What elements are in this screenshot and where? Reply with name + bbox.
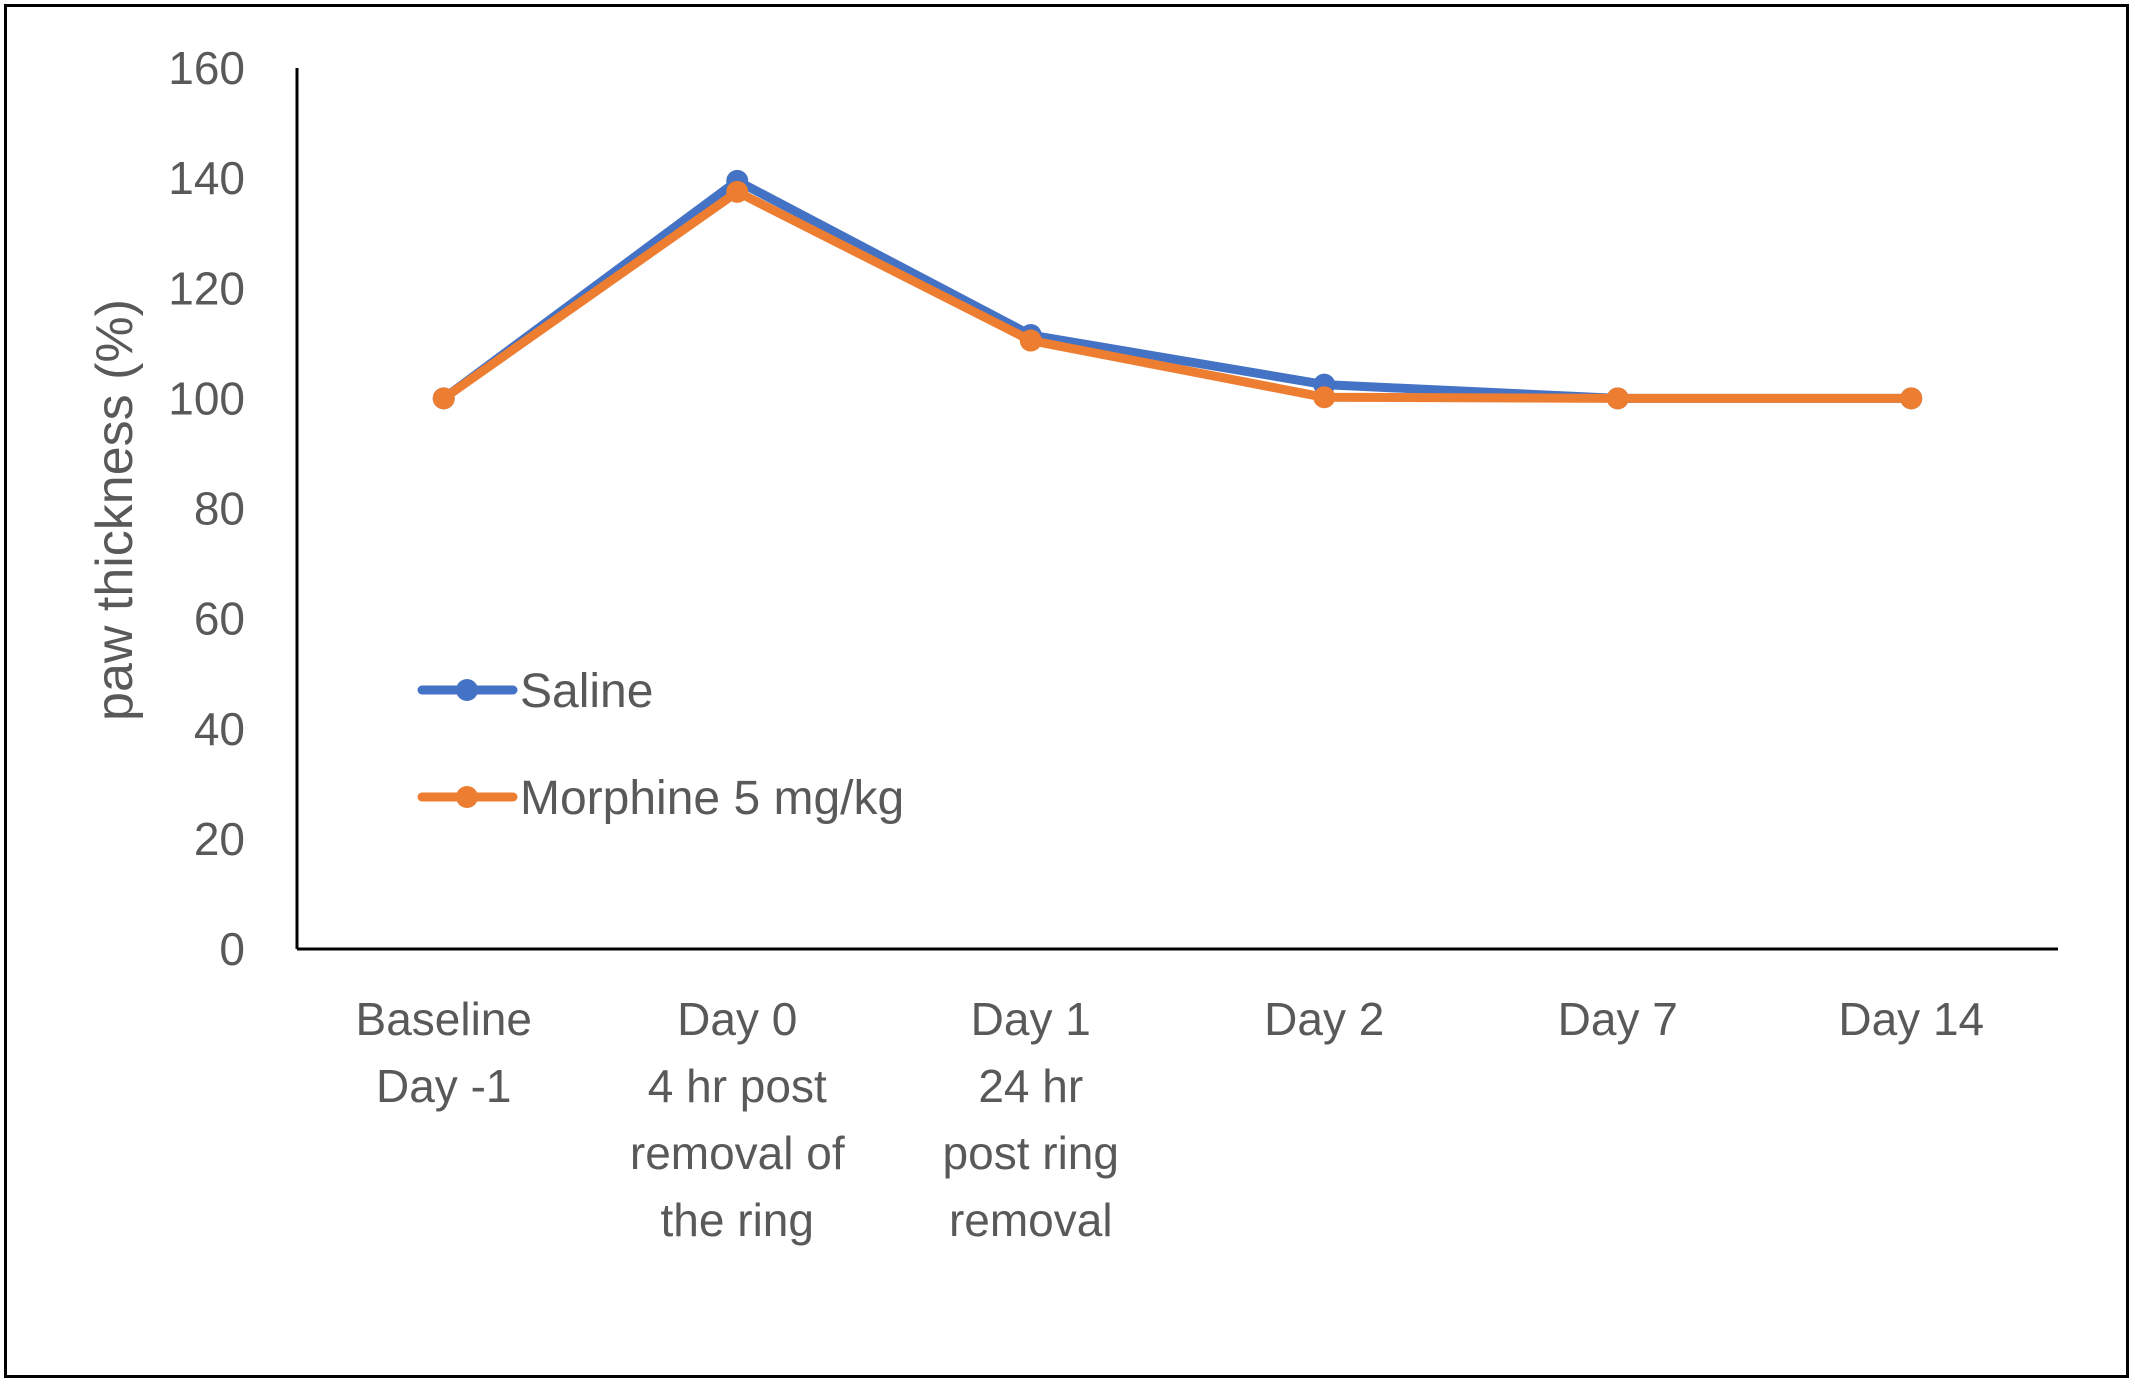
x-tick-label-line: Day 7	[1558, 993, 1678, 1045]
legend-item: Morphine 5 mg/kg	[417, 772, 904, 825]
x-tick-label: Day 2	[1264, 993, 1384, 1045]
x-tick-label-line: Day 1	[971, 993, 1091, 1045]
x-tick-label-line: Day -1	[376, 1060, 511, 1112]
series-layer	[432, 169, 1923, 410]
data-point	[1606, 387, 1629, 410]
x-tick-label-line: removal of	[630, 1127, 845, 1179]
x-tick-label-line: 24 hr	[978, 1060, 1083, 1112]
x-tick-label-line: Day 14	[1838, 993, 1984, 1045]
legend-label: Morphine 5 mg/kg	[520, 772, 904, 825]
x-axis: Baseline Day -1 Day 0 4 hr post removal of th…	[297, 947, 2058, 1246]
y-axis-title: paw thickness (%)	[86, 299, 144, 721]
data-point	[726, 180, 749, 203]
data-point	[1900, 387, 1923, 410]
x-tick-label-line: Baseline	[356, 993, 532, 1045]
x-tick-label-line: removal	[949, 1194, 1113, 1246]
y-axis: 0 20 40 60 80 100 120 140 160	[168, 42, 299, 975]
legend-swatch-marker	[456, 786, 478, 808]
data-point	[1019, 329, 1042, 352]
x-tick-label-line: 4 hr post	[648, 1060, 827, 1112]
y-tick-label: 0	[219, 923, 245, 975]
legend: Saline Morphine 5 mg/kg	[417, 665, 904, 825]
x-tick-label: Day 1 24 hr post ring removal	[943, 993, 1119, 1246]
x-tick-label-line: the ring	[661, 1194, 814, 1246]
legend-label: Saline	[520, 665, 653, 718]
y-tick-label: 20	[194, 813, 245, 865]
x-tick-label: Day 7	[1558, 993, 1678, 1045]
legend-swatch-marker	[456, 679, 478, 701]
chart-frame	[4, 4, 2129, 1378]
x-tick-label-line: Day 0	[677, 993, 797, 1045]
x-tick-label: Baseline Day -1	[356, 993, 532, 1112]
legend-item: Saline	[417, 665, 653, 718]
data-point	[1313, 386, 1336, 409]
y-tick-label: 160	[168, 42, 245, 94]
y-tick-label: 100	[168, 372, 245, 424]
data-point	[432, 387, 455, 410]
y-tick-label: 60	[194, 593, 245, 645]
y-tick-label: 140	[168, 152, 245, 204]
x-tick-label-line: post ring	[943, 1127, 1119, 1179]
x-tick-label-line: Day 2	[1264, 993, 1384, 1045]
series-line	[439, 187, 1916, 403]
x-tick-label: Day 0 4 hr post removal of the ring	[630, 993, 845, 1246]
y-tick-label: 120	[168, 262, 245, 314]
x-tick-label: Day 14	[1838, 993, 1984, 1045]
series-morphine	[432, 180, 1923, 410]
y-tick-label: 40	[194, 703, 245, 755]
y-tick-label: 80	[194, 483, 245, 535]
